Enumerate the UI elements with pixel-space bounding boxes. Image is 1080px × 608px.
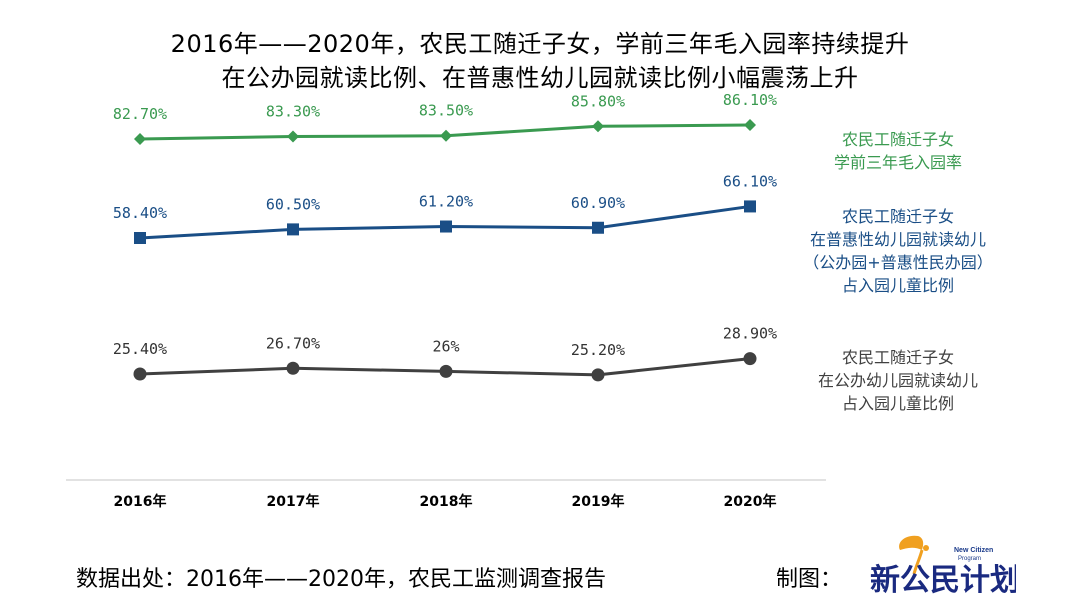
data-source-note: 数据出处：2016年——2020年，农民工监测调查报告 bbox=[76, 567, 606, 592]
data-point bbox=[592, 221, 604, 234]
data-label: 26.70% bbox=[266, 334, 320, 352]
legend-line: 在普惠性幼儿园就读幼儿 bbox=[809, 230, 986, 249]
data-label: 60.50% bbox=[266, 195, 320, 213]
data-point bbox=[743, 352, 757, 366]
data-point bbox=[439, 364, 453, 378]
legend-line: 农民工随迁子女 bbox=[841, 130, 954, 149]
data-point bbox=[287, 130, 299, 143]
chart-title-line-1: 2016年——2020年，农民工随迁子女，学前三年毛入园率持续提升 bbox=[170, 30, 910, 58]
legend-line: 农民工随迁子女 bbox=[841, 348, 954, 367]
data-label: 66.10% bbox=[723, 172, 777, 190]
x-tick-label: 2020年 bbox=[724, 493, 777, 510]
data-point bbox=[592, 120, 604, 133]
x-tick-label: 2017年 bbox=[267, 493, 320, 510]
legend-line: 占入园儿童比例 bbox=[841, 276, 954, 295]
data-point bbox=[133, 367, 147, 381]
chart-title-line-2: 在公办园就读比例、在普惠性幼儿园就读比例小幅震荡上升 bbox=[221, 64, 859, 92]
data-label: 26% bbox=[432, 337, 459, 355]
data-label: 60.90% bbox=[571, 194, 625, 212]
x-tick-label: 2018年 bbox=[420, 493, 473, 510]
legend-entry-enrollment-rate: 农民工随迁子女 学前三年毛入园率 bbox=[783, 128, 1013, 174]
logo-text: 新公民计划 bbox=[870, 563, 1016, 598]
legend-entry-public-kindergarten: 农民工随迁子女在公办幼儿园就读幼儿 占入园儿童比例 bbox=[783, 346, 1013, 415]
data-label: 58.40% bbox=[113, 204, 167, 222]
data-point bbox=[591, 368, 605, 382]
data-point bbox=[744, 200, 756, 213]
legend-line: 学前三年毛入园率 bbox=[833, 153, 962, 172]
data-point bbox=[134, 232, 146, 244]
legend-line: 农民工随迁子女 bbox=[841, 207, 954, 226]
legend-line: 占入园儿童比例 bbox=[841, 394, 954, 413]
new-citizen-program-logo: New Citizen Program 新公民计划 bbox=[870, 535, 1016, 598]
credit-label: 制图： bbox=[776, 567, 843, 592]
logo-en-line-2: Program bbox=[958, 556, 981, 562]
legend-entry-inclusive-kindergarten: 农民工随迁子女在普惠性幼儿园就读幼儿 （公办园+普惠性民办园） 占入园儿童比例 bbox=[783, 205, 1013, 297]
data-point bbox=[286, 361, 300, 375]
data-label: 83.50% bbox=[419, 102, 473, 120]
data-point bbox=[440, 220, 452, 233]
data-point bbox=[440, 129, 452, 142]
logo-en-line-1: New Citizen bbox=[954, 547, 993, 554]
legend-line: （公办园+普惠性民办园） bbox=[803, 253, 993, 272]
data-label: 28.90% bbox=[723, 325, 777, 343]
data-point bbox=[287, 223, 299, 236]
data-label: 82.70% bbox=[113, 105, 167, 123]
data-label: 85.80% bbox=[571, 92, 625, 110]
data-point bbox=[134, 133, 146, 145]
data-label: 83.30% bbox=[266, 103, 320, 121]
data-label: 61.20% bbox=[419, 193, 473, 211]
logo-leaf-icon bbox=[899, 535, 924, 550]
x-tick-label: 2019年 bbox=[572, 493, 625, 510]
data-label: 25.40% bbox=[113, 340, 167, 358]
data-label: 86.10% bbox=[723, 91, 777, 109]
x-tick-label: 2016年 bbox=[114, 493, 167, 510]
legend-line: 在公办幼儿园就读幼儿 bbox=[817, 371, 978, 390]
data-label: 25.20% bbox=[571, 341, 625, 359]
data-point bbox=[744, 119, 756, 132]
